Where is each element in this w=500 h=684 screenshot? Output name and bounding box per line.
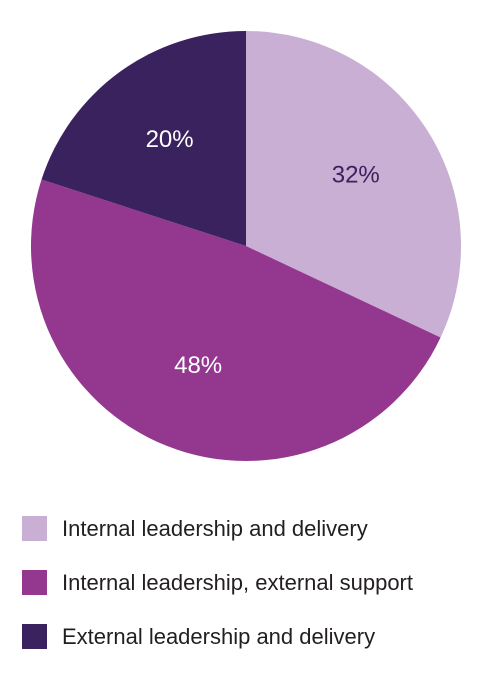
legend-label-external-delivery: External leadership and delivery xyxy=(62,623,376,649)
pie-slice-internal-delivery xyxy=(246,31,461,338)
pie-slice-internal-external-support xyxy=(30,179,441,462)
pie-chart: 32% 48% 20% xyxy=(30,31,461,462)
legend: Internal leadership and delivery Interna… xyxy=(22,511,492,673)
legend-item-internal-external-support: Internal leadership, external support xyxy=(22,565,492,600)
pie-slice-label-internal-delivery: 32% xyxy=(332,162,380,189)
pie-slice-external-delivery xyxy=(41,31,246,246)
legend-swatch-internal-delivery xyxy=(22,516,47,541)
legend-swatch-internal-external-support xyxy=(22,570,47,595)
pie-slice-label-external-delivery: 20% xyxy=(146,126,194,153)
legend-swatch-external-delivery xyxy=(22,624,47,649)
legend-label-internal-delivery: Internal leadership and delivery xyxy=(62,515,368,541)
legend-item-external-delivery: External leadership and delivery xyxy=(22,619,492,654)
pie-slice-label-internal-external-support: 48% xyxy=(174,352,222,379)
legend-label-internal-external-support: Internal leadership, external support xyxy=(62,569,413,595)
legend-item-internal-delivery: Internal leadership and delivery xyxy=(22,511,492,546)
